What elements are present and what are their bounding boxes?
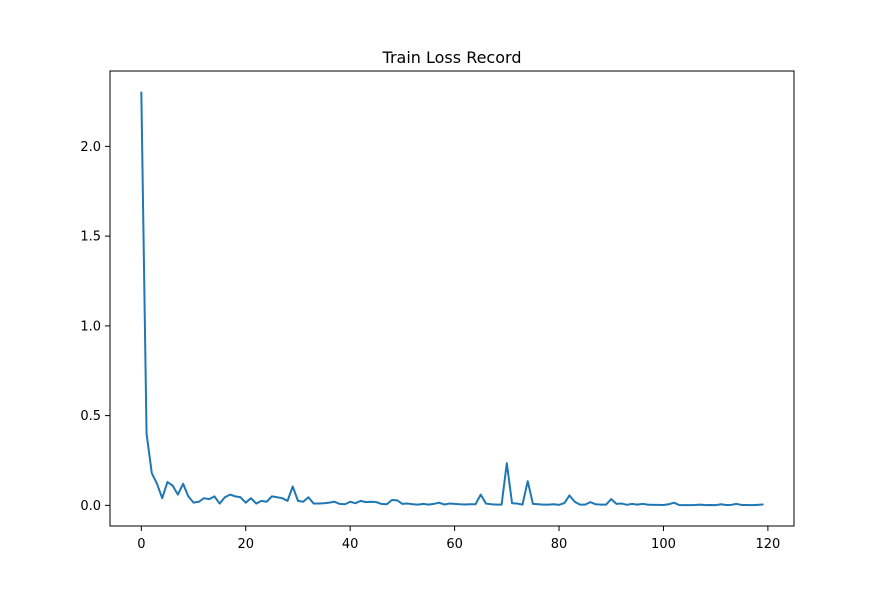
x-tick-label: 20: [237, 537, 254, 552]
y-tick-label: 0.0: [80, 499, 101, 514]
x-tick-label: 120: [755, 537, 780, 552]
x-tick-label: 60: [446, 537, 463, 552]
y-tick-label: 1.0: [80, 319, 101, 334]
plot-frame: [109, 70, 795, 527]
y-tick-label: 2.0: [80, 140, 101, 155]
chart-title: Train Loss Record: [382, 48, 522, 67]
x-tick-label: 0: [137, 537, 145, 552]
x-tick-label: 40: [342, 537, 359, 552]
y-tick-label: 0.5: [80, 409, 101, 424]
y-tick-label: 1.5: [80, 230, 101, 245]
train-loss-line: [140, 91, 764, 507]
x-axis: 0 20 40 60 80 100 120: [137, 526, 780, 552]
x-tick-label: 100: [651, 537, 676, 552]
y-axis: 0.0 0.5 1.0 1.5 2.0: [80, 140, 110, 514]
x-tick-label: 80: [551, 537, 568, 552]
